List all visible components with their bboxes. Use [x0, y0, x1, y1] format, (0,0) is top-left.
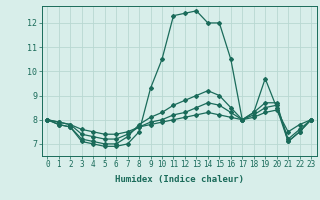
X-axis label: Humidex (Indice chaleur): Humidex (Indice chaleur) — [115, 175, 244, 184]
